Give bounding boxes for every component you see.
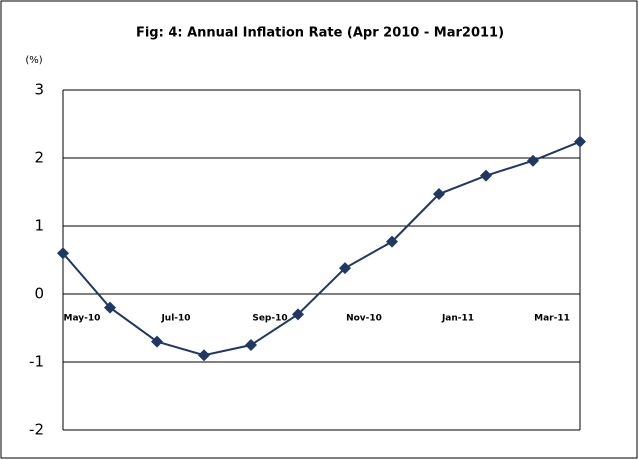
data-point xyxy=(386,235,398,248)
data-point xyxy=(198,349,210,362)
x-tick-label: Sep-10 xyxy=(252,314,287,324)
y-unit: (%) xyxy=(25,55,42,66)
data-point xyxy=(480,169,492,182)
data-point xyxy=(574,135,586,148)
y-tick-label: 2 xyxy=(34,149,44,167)
y-tick-label: 3 xyxy=(34,81,44,99)
data-point xyxy=(433,188,445,201)
x-tick-label: Jan-11 xyxy=(441,314,474,324)
data-point xyxy=(527,154,539,167)
data-point xyxy=(57,247,69,260)
y-tick-label: 0 xyxy=(34,285,44,303)
chart-title: Fig: 4: Annual Inflation Rate (Apr 2010 … xyxy=(136,26,504,41)
data-point xyxy=(245,339,257,351)
y-tick-label: -1 xyxy=(29,353,44,371)
series-line xyxy=(62,140,581,357)
data-point xyxy=(339,262,351,275)
data-point xyxy=(292,308,304,321)
data-point xyxy=(151,335,163,348)
x-tick-label: Jul-10 xyxy=(160,314,190,324)
y-tick-label: -2 xyxy=(29,421,44,439)
x-tick-label: Mar-11 xyxy=(534,314,570,324)
data-point xyxy=(104,301,116,314)
y-tick-label: 1 xyxy=(34,217,44,235)
x-tick-label: Nov-10 xyxy=(346,314,382,324)
x-tick-label: May-10 xyxy=(64,314,101,324)
